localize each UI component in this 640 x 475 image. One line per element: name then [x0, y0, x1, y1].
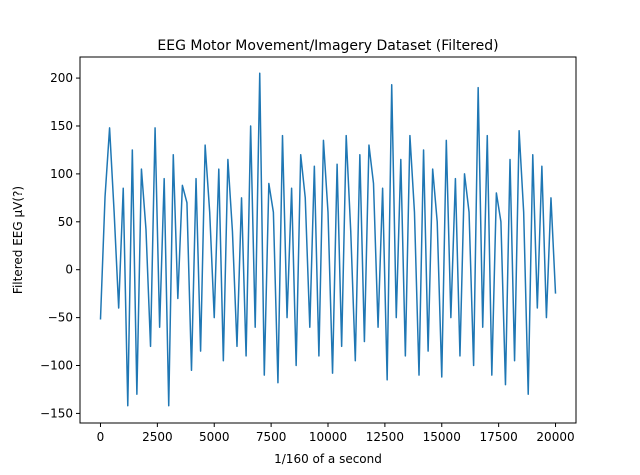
x-tick-label: 15000 [423, 430, 461, 444]
y-tick-label: 100 [50, 167, 73, 181]
x-tick-label: 7500 [256, 430, 287, 444]
axes-frame [79, 56, 577, 424]
x-tick-label: 12500 [366, 430, 404, 444]
y-tick-label: 0 [65, 263, 73, 277]
y-tick-label: 200 [50, 71, 73, 85]
y-tick-label: −50 [48, 311, 73, 325]
x-tick-label: 20000 [536, 430, 574, 444]
y-tick-label: −150 [40, 406, 73, 420]
x-tick-label: 17500 [480, 430, 518, 444]
chart-title: EEG Motor Movement/Imagery Dataset (Filt… [157, 38, 498, 54]
x-tick-label: 5000 [199, 430, 230, 444]
x-axis-ticks: 0 2500 5000 7500 10000 12500 15000 17500 20000 [97, 423, 575, 444]
x-tick-label: 10000 [309, 430, 347, 444]
y-tick-label: 150 [50, 119, 73, 133]
x-tick-label: 0 [97, 430, 105, 444]
y-axis-ticks: −150 −100 −50 0 50 100 150 200 [40, 71, 80, 420]
y-tick-label: 50 [58, 215, 73, 229]
x-axis-label: 1/160 of a second [274, 452, 382, 466]
y-axis-label: Filtered EEG µV(?) [11, 186, 25, 294]
series-layer [99, 72, 557, 407]
x-tick-label: 2500 [142, 430, 173, 444]
y-tick-label: −100 [40, 359, 73, 373]
series-line-0 [99, 72, 557, 407]
